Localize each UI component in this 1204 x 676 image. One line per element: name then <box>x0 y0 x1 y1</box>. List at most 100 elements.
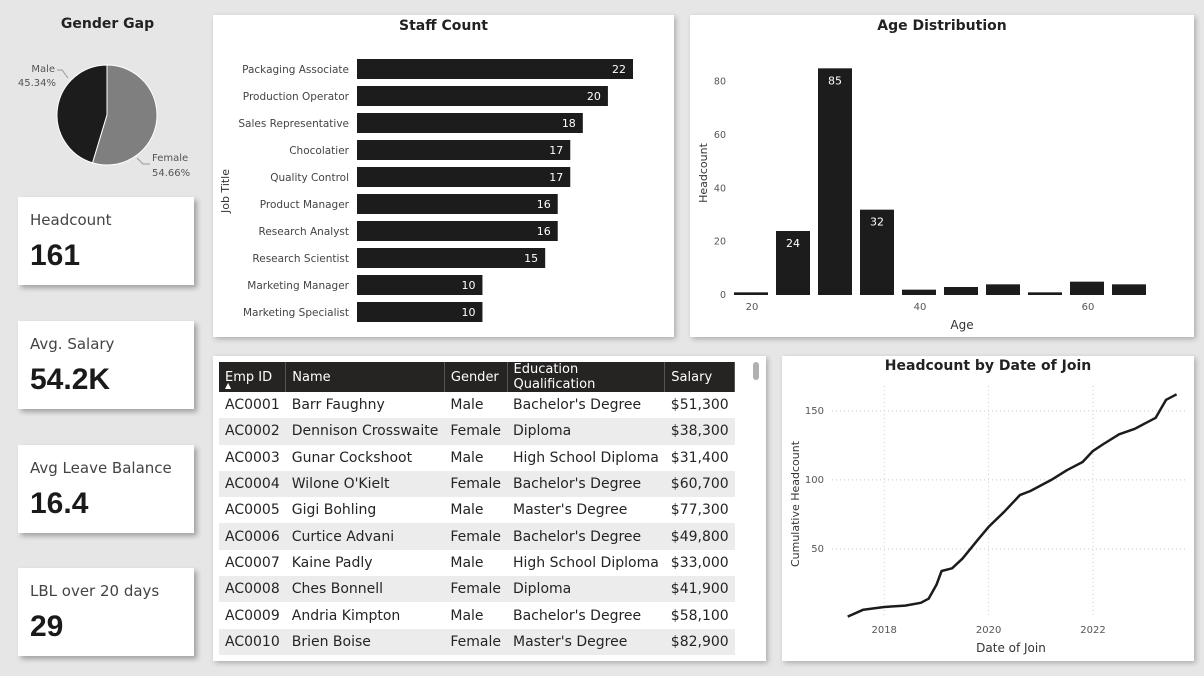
staff-bar[interactable] <box>357 167 571 187</box>
staff-bar[interactable] <box>357 59 633 79</box>
staff-bar-value: 17 <box>549 144 563 157</box>
age-xtick: 20 <box>746 302 759 313</box>
age-bar-value: 85 <box>828 74 842 87</box>
table-row[interactable]: AC0004 Wilone O'Kielt Female Bachelor's Deg… <box>219 470 735 498</box>
table-cell-name: Ches Bonnell <box>285 576 445 603</box>
table-cell-salary: $58,100 <box>670 607 729 624</box>
staff-bar[interactable] <box>357 248 546 268</box>
table-row[interactable]: AC0006 Curtice Advani Female Bachelor's Deg… <box>219 523 735 550</box>
age-ytick: 40 <box>714 183 726 194</box>
gender-pie-chart: Male 45.34% Female 54.66% <box>18 64 190 179</box>
column-header-name[interactable]: Name <box>285 362 445 392</box>
table-cell-salary: $82,900 <box>664 628 735 655</box>
line-ylabel: Cumulative Headcount <box>789 440 802 567</box>
table-cell-salary: $77,300 <box>670 502 729 519</box>
age-bar[interactable] <box>944 287 978 295</box>
staff-category-label: Marketing Manager <box>247 280 349 292</box>
table-cell-education: High School Diploma <box>513 554 659 571</box>
table-cell-gender: Male <box>450 449 484 466</box>
kpi-label: Avg. Salary <box>30 335 115 353</box>
age-xtick: 40 <box>914 302 927 313</box>
staff-bar[interactable] <box>357 275 483 295</box>
column-header-emp-id[interactable]: Emp ID ▲ <box>219 362 287 392</box>
table-cell-name: Brien Boise <box>285 628 445 655</box>
pie-leader-female <box>136 157 150 165</box>
staff-category-label: Quality Control <box>270 172 349 184</box>
table-cell-salary: $33,000 <box>670 554 729 571</box>
staff-category-label: Chocolatier <box>289 145 349 157</box>
headcount-by-join-title: Headcount by Date of Join <box>884 358 1092 374</box>
age-bar[interactable] <box>734 292 768 295</box>
column-header-gender[interactable]: Gender <box>444 362 508 392</box>
age-bar[interactable] <box>986 284 1020 295</box>
table-cell-name: Kaine Padly <box>291 554 373 571</box>
column-header-education[interactable]: Education Qualification <box>507 362 666 392</box>
age-bar[interactable] <box>860 209 894 295</box>
table-cell-emp-id: AC0001 <box>225 397 280 414</box>
kpi-avg-salary: Avg. Salary 54.2K <box>18 321 194 409</box>
kpi-value: 29 <box>30 610 64 643</box>
table-cell-education: Bachelor's Degree <box>513 607 642 624</box>
pie-slice-male[interactable] <box>56 64 108 164</box>
staff-category-label: Packaging Associate <box>242 64 349 76</box>
table-cell-salary: $31,400 <box>670 449 729 466</box>
staff-bar[interactable] <box>357 221 558 241</box>
table-cell-salary: $51,300 <box>670 397 729 414</box>
kpi-value: 54.2K <box>30 363 111 396</box>
staff-bar[interactable] <box>357 140 571 160</box>
column-header-salary[interactable]: Salary <box>664 362 736 392</box>
staff-bar-value: 15 <box>524 252 538 265</box>
staff-bar[interactable] <box>357 194 558 214</box>
age-bar[interactable] <box>1070 281 1104 295</box>
table-row[interactable]: AC0001 Barr Faughny Male Bachelor's Degree $… <box>219 392 735 418</box>
age-bar[interactable] <box>1112 284 1146 295</box>
table-cell-name: Dennison Crosswaite <box>285 418 445 445</box>
table-row[interactable]: AC0009 Andria Kimpton Male Bachelor's Degre… <box>219 602 735 628</box>
age-bar[interactable] <box>1028 292 1062 295</box>
table-row[interactable]: AC0010 Brien Boise Female Master's Degree $8… <box>219 628 735 655</box>
table-cell-education: High School Diploma <box>513 449 659 466</box>
sort-ascending-icon[interactable]: ▲ <box>225 381 232 390</box>
pie-slice-female[interactable] <box>91 64 158 166</box>
kpi-label: Avg Leave Balance <box>30 459 172 477</box>
staff-bar[interactable] <box>357 86 608 106</box>
table-row[interactable]: AC0008 Ches Bonnell Female Diploma $41,900 <box>219 576 735 603</box>
employee-table: Emp ID ▲ Name Gender Education Qualificat… <box>219 362 736 655</box>
table-cell-name: Gunar Cockshoot <box>291 449 413 466</box>
age-bar-value: 24 <box>786 237 800 250</box>
staff-category-label: Product Manager <box>260 199 350 211</box>
table-cell-gender: Female <box>444 628 507 655</box>
age-distribution-title: Age Distribution <box>877 18 1007 34</box>
staff-category-label: Sales Representative <box>238 118 349 130</box>
age-xtick: 60 <box>1082 302 1095 313</box>
table-cell-salary: $38,300 <box>664 418 735 445</box>
age-bar[interactable] <box>776 231 810 295</box>
staff-bar[interactable] <box>357 302 483 322</box>
employee-table-wrap: Emp ID ▲ Name Gender Education Qualificat… <box>219 362 741 658</box>
headcount-by-join-chart: 50 100 150 2018 2020 2022 Cumulative Headcount… <box>789 386 1187 655</box>
age-bar[interactable] <box>902 289 936 295</box>
table-row[interactable]: AC0007 Kaine Padly Male High School Diploma… <box>219 550 735 576</box>
table-scrollbar[interactable] <box>753 362 759 380</box>
table-row[interactable]: AC0003 Gunar Cockshoot Male High School Dip… <box>219 445 735 471</box>
staff-category-label: Production Operator <box>243 91 350 103</box>
age-ytick: 0 <box>720 290 726 301</box>
staff-count-chart: Job Title Packaging Associate 22 Production… <box>219 59 633 322</box>
line-xtick: 2020 <box>976 625 1001 636</box>
table-cell-gender: Male <box>450 554 484 571</box>
staff-count-panel: Staff Count Job Title Packaging Associate… <box>213 15 674 337</box>
table-row[interactable]: AC0005 Gigi Bohling Male Master's Degree $77… <box>219 497 735 523</box>
table-cell-emp-id: AC0006 <box>219 523 286 550</box>
gender-gap-title: Gender Gap <box>60 16 155 32</box>
table-row[interactable]: AC0002 Dennison Crosswaite Female Diploma $3… <box>219 418 735 445</box>
table-cell-emp-id: AC0002 <box>219 418 286 445</box>
age-ytick: 20 <box>714 237 726 248</box>
table-cell-education: Master's Degree <box>507 628 665 655</box>
table-cell-emp-id: AC0009 <box>225 607 280 624</box>
staff-bar[interactable] <box>357 113 583 133</box>
age-bar[interactable] <box>818 68 852 295</box>
line-xtick: 2022 <box>1080 625 1105 636</box>
cumulative-headcount-line[interactable] <box>847 393 1178 618</box>
staff-category-label: Research Analyst <box>259 226 350 238</box>
line-xtick: 2018 <box>871 625 896 636</box>
